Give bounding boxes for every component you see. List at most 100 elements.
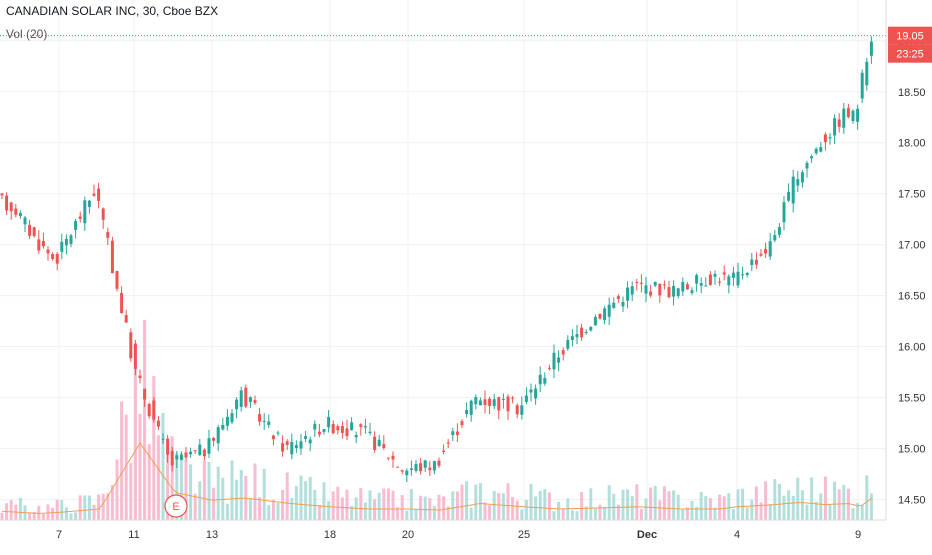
candle[interactable] xyxy=(230,413,234,423)
candle[interactable] xyxy=(685,284,689,290)
candle[interactable] xyxy=(290,441,294,455)
candle[interactable] xyxy=(129,332,133,359)
candle[interactable] xyxy=(842,108,846,128)
candle[interactable] xyxy=(285,441,289,445)
candle[interactable] xyxy=(267,421,271,425)
candle[interactable] xyxy=(428,467,432,471)
candle[interactable] xyxy=(317,431,321,435)
candle[interactable] xyxy=(791,176,795,204)
candle[interactable] xyxy=(754,259,758,265)
candle[interactable] xyxy=(37,239,41,251)
candle[interactable] xyxy=(695,275,699,284)
candle[interactable] xyxy=(308,439,312,444)
candle[interactable] xyxy=(299,441,303,449)
candle[interactable] xyxy=(120,292,124,313)
candle[interactable] xyxy=(354,434,358,438)
candle[interactable] xyxy=(340,425,344,433)
candle[interactable] xyxy=(368,431,372,434)
candle[interactable] xyxy=(248,397,252,402)
candle[interactable] xyxy=(124,315,128,323)
candle[interactable] xyxy=(718,281,722,283)
candle[interactable] xyxy=(851,110,855,122)
candle[interactable] xyxy=(469,400,473,415)
candle[interactable] xyxy=(566,339,570,349)
candle[interactable] xyxy=(672,286,676,297)
candle[interactable] xyxy=(699,283,703,286)
candle[interactable] xyxy=(782,202,786,223)
candle[interactable] xyxy=(465,409,469,415)
candle[interactable] xyxy=(515,405,519,415)
candle[interactable] xyxy=(814,148,818,154)
candle[interactable] xyxy=(455,431,459,436)
candle[interactable] xyxy=(115,271,119,289)
candle[interactable] xyxy=(662,284,666,286)
candle[interactable] xyxy=(833,118,837,136)
candle[interactable] xyxy=(511,397,515,399)
candle[interactable] xyxy=(520,405,524,415)
candle[interactable] xyxy=(570,336,574,340)
candle[interactable] xyxy=(386,457,390,459)
candle[interactable] xyxy=(750,259,754,265)
candle[interactable] xyxy=(55,253,59,264)
candle[interactable] xyxy=(9,202,13,212)
candle[interactable] xyxy=(649,291,653,296)
candle[interactable] xyxy=(382,444,386,449)
candle[interactable] xyxy=(497,397,501,411)
candle[interactable] xyxy=(580,327,584,338)
candle[interactable] xyxy=(856,108,860,122)
candle[interactable] xyxy=(101,208,105,220)
candle[interactable] xyxy=(363,426,367,428)
candle[interactable] xyxy=(423,460,427,468)
candle[interactable] xyxy=(373,436,377,450)
candle[interactable] xyxy=(345,428,349,437)
candle[interactable] xyxy=(92,193,96,196)
candle[interactable] xyxy=(501,398,505,400)
candle[interactable] xyxy=(524,395,528,402)
candle[interactable] xyxy=(216,427,220,444)
candle[interactable] xyxy=(322,429,326,432)
candle[interactable] xyxy=(327,416,331,428)
candle[interactable] xyxy=(819,147,823,152)
candle[interactable] xyxy=(78,216,82,219)
candle[interactable] xyxy=(179,454,183,460)
candle[interactable] xyxy=(787,191,791,201)
candle[interactable] xyxy=(161,438,165,440)
candle[interactable] xyxy=(110,240,114,274)
candle[interactable] xyxy=(202,449,206,457)
candle[interactable] xyxy=(800,172,804,183)
candle[interactable] xyxy=(258,414,262,422)
candle[interactable] xyxy=(97,188,101,201)
candle[interactable] xyxy=(773,235,777,241)
candle[interactable] xyxy=(239,390,243,407)
candle[interactable] xyxy=(414,463,418,471)
candle[interactable] xyxy=(170,451,174,466)
candle[interactable] xyxy=(860,72,864,99)
candle[interactable] xyxy=(639,282,643,284)
candle[interactable] xyxy=(593,317,597,326)
candle[interactable] xyxy=(359,424,363,427)
candle[interactable] xyxy=(584,332,588,334)
candle[interactable] xyxy=(409,468,413,470)
candle[interactable] xyxy=(653,281,657,286)
candle[interactable] xyxy=(598,313,602,319)
candle[interactable] xyxy=(46,249,50,254)
candle[interactable] xyxy=(478,400,482,406)
candle[interactable] xyxy=(377,439,381,447)
candle[interactable] xyxy=(83,200,87,224)
candle[interactable] xyxy=(451,431,455,436)
candle[interactable] xyxy=(759,253,763,256)
candle[interactable] xyxy=(41,240,45,247)
candle[interactable] xyxy=(635,282,639,284)
candle[interactable] xyxy=(396,466,400,468)
candle[interactable] xyxy=(823,134,827,143)
candle[interactable] xyxy=(529,389,533,393)
candle[interactable] xyxy=(166,438,170,455)
candle[interactable] xyxy=(777,227,781,235)
candle[interactable] xyxy=(225,416,229,426)
candle[interactable] xyxy=(276,432,280,434)
candle[interactable] xyxy=(731,272,735,278)
candle[interactable] xyxy=(460,421,464,426)
candle[interactable] xyxy=(681,282,685,292)
candle[interactable] xyxy=(350,422,354,431)
